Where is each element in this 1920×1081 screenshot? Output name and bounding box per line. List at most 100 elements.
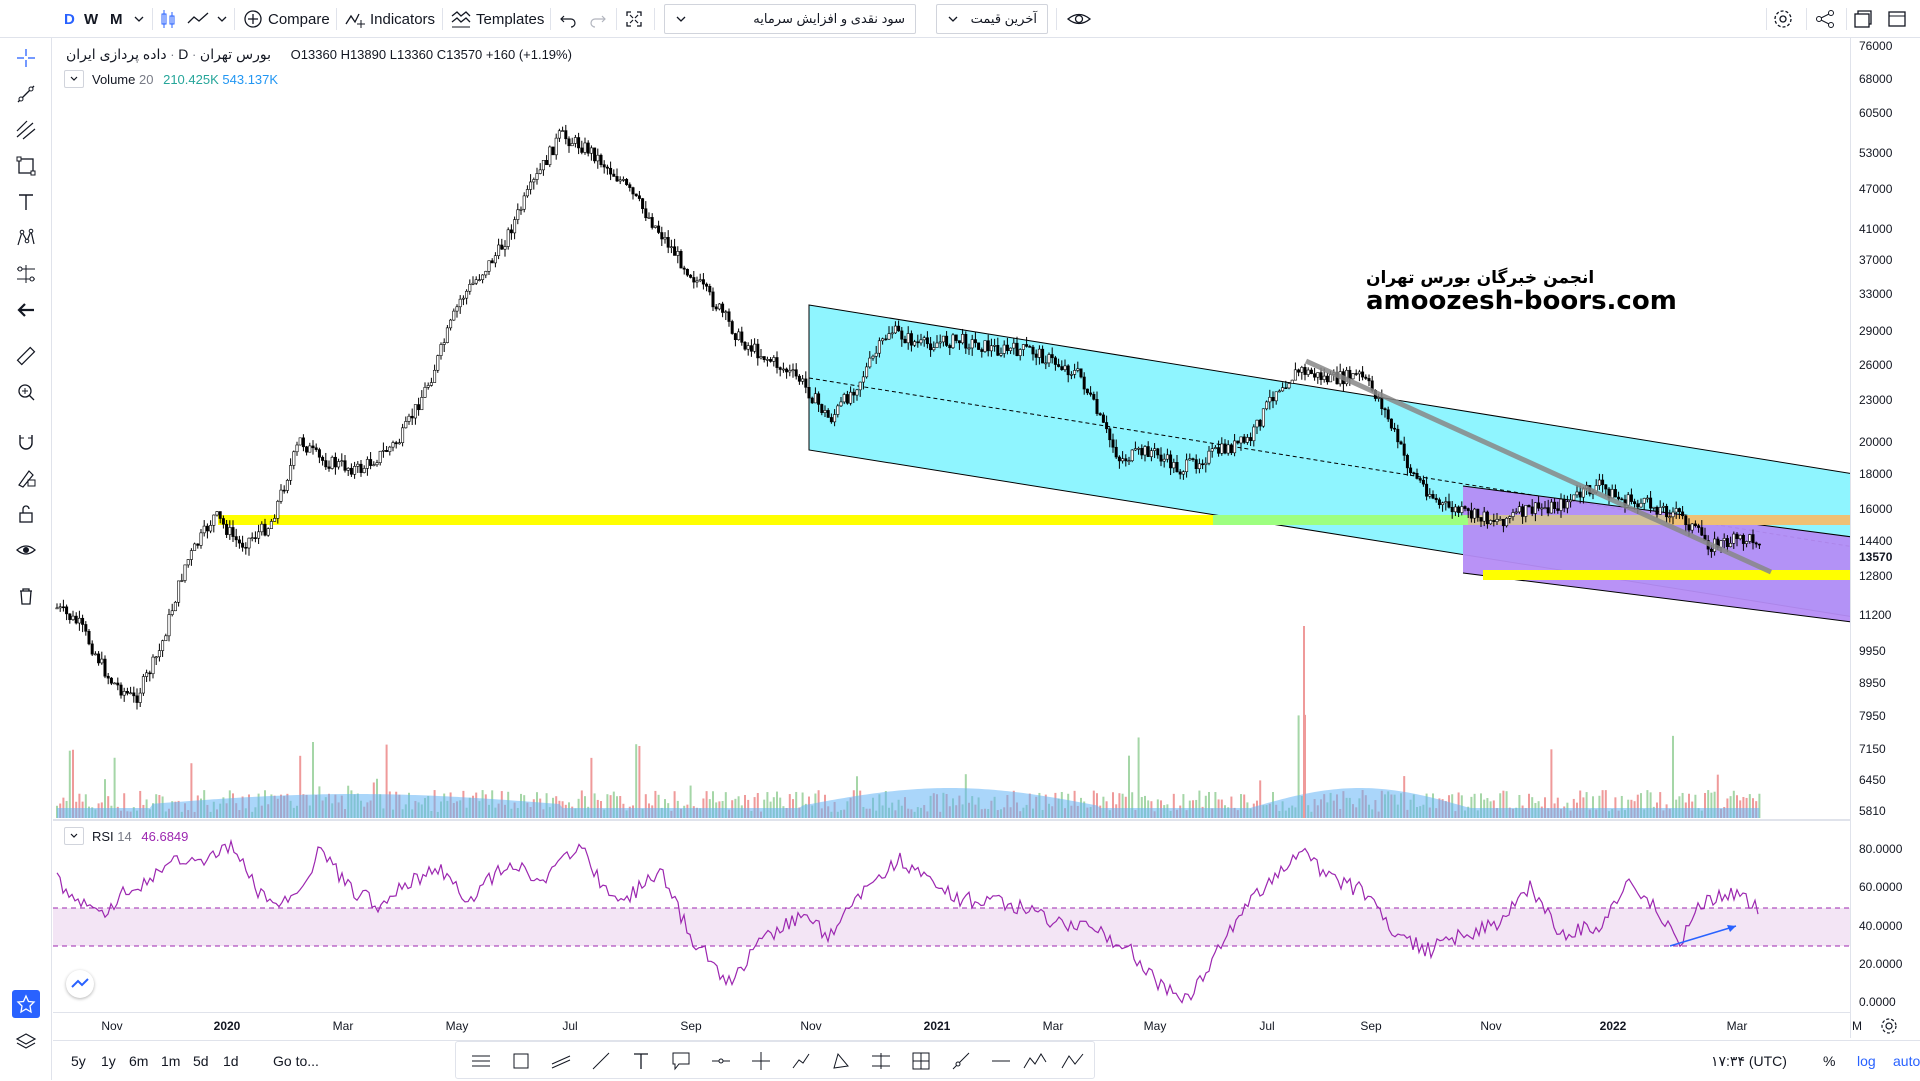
fullscreen-icon[interactable]	[1886, 0, 1908, 38]
range-6m[interactable]: 6m	[129, 1053, 149, 1069]
triangle-icon[interactable]	[828, 1048, 854, 1074]
chart-type-dropdown-icon[interactable]	[216, 0, 228, 38]
undo-icon[interactable]	[558, 0, 578, 38]
candle-body	[1303, 367, 1307, 375]
cursor-cross-icon[interactable]	[12, 44, 40, 72]
text-icon[interactable]	[12, 188, 40, 216]
candle-body	[1751, 534, 1755, 544]
candle-body	[708, 285, 712, 293]
snapshot-icon[interactable]	[1852, 0, 1874, 38]
callout-icon[interactable]	[668, 1048, 694, 1074]
horizontal-lines-icon[interactable]	[468, 1048, 494, 1074]
candle-body	[737, 331, 741, 341]
range-1y[interactable]: 1y	[101, 1053, 116, 1069]
volume-collapse-button[interactable]	[64, 70, 84, 88]
candle-body	[522, 195, 526, 210]
candle-body	[1255, 419, 1259, 428]
low-value: 13360	[396, 47, 434, 62]
indicators-button[interactable]: Indicators	[344, 0, 435, 38]
candle-body	[407, 415, 411, 422]
candle-body	[570, 143, 574, 147]
range-5d[interactable]: 5d	[193, 1053, 209, 1069]
rsi-collapse-button[interactable]	[64, 827, 84, 845]
abc-pattern-icon[interactable]	[1060, 1048, 1086, 1074]
trend-line-icon[interactable]	[12, 80, 40, 108]
templates-label: Templates	[476, 10, 545, 28]
range-1d[interactable]: 1d	[223, 1053, 239, 1069]
candle-body	[1357, 371, 1361, 375]
interval-d[interactable]: D	[64, 10, 75, 28]
price-chart[interactable]	[53, 38, 1850, 1038]
symbol-select[interactable]: سود نقدی و افزایش سرمایه	[664, 4, 916, 34]
horizontal-ray-icon[interactable]	[708, 1048, 734, 1074]
candle-body	[676, 251, 680, 256]
time-axis[interactable]: Nov 2020 Mar May Jul Sep Nov 2021 Mar May Jul Sep No…	[53, 1012, 1862, 1038]
fib-channel-icon[interactable]	[548, 1048, 574, 1074]
layers-icon[interactable]	[12, 1028, 40, 1056]
candle-body	[429, 382, 433, 386]
candle-body	[1469, 510, 1473, 519]
templates-button[interactable]: Templates	[450, 0, 544, 38]
lock-drawings-icon[interactable]	[12, 464, 40, 492]
settings-icon[interactable]	[1772, 0, 1794, 38]
rectangle-draw-icon[interactable]	[508, 1048, 534, 1074]
goto-button[interactable]: Go to...	[273, 1053, 319, 1069]
percent-toggle[interactable]: %	[1823, 1053, 1836, 1069]
horizontal-line-icon[interactable]	[988, 1048, 1014, 1074]
auto-toggle[interactable]: auto	[1893, 1053, 1920, 1069]
zoom-icon[interactable]	[12, 378, 40, 406]
back-arrow-icon[interactable]	[12, 296, 40, 324]
text-draw-icon[interactable]	[628, 1048, 654, 1074]
redo-icon[interactable]	[588, 0, 608, 38]
volume-bar	[1649, 792, 1652, 818]
candle-body	[1031, 346, 1035, 355]
price-type-select[interactable]: آخرین قیمت	[936, 4, 1048, 34]
unlock-icon[interactable]	[12, 500, 40, 528]
ruler-icon[interactable]	[12, 342, 40, 370]
candle-body	[1095, 399, 1099, 414]
star-icon[interactable]	[12, 990, 40, 1018]
candle-body	[1281, 387, 1285, 392]
candle-body	[903, 338, 907, 344]
candle-body	[845, 394, 849, 404]
trash-icon[interactable]	[12, 582, 40, 610]
interval-w[interactable]: W	[84, 10, 99, 28]
eye-icon[interactable]	[1066, 0, 1092, 38]
ray-icon[interactable]	[948, 1048, 974, 1074]
candle-body	[1412, 472, 1416, 475]
volume-bar	[644, 794, 647, 818]
interval-dropdown-icon[interactable]	[133, 0, 145, 38]
cross-line-icon[interactable]	[748, 1048, 774, 1074]
axis-settings-icon[interactable]	[1880, 1017, 1898, 1040]
price-axis[interactable]: 76000 68000 60500 53000 47000 41000 37000 33000…	[1850, 38, 1920, 1038]
clock[interactable]: ۱۷:۳۴ (UTC)	[1711, 1052, 1787, 1069]
candles-icon[interactable]	[158, 0, 178, 38]
candle-body	[647, 217, 651, 219]
rectangle-icon[interactable]	[12, 152, 40, 180]
share-icon[interactable]	[1814, 0, 1836, 38]
range-1m[interactable]: 1m	[161, 1053, 181, 1069]
interval-m[interactable]: M	[110, 10, 123, 28]
range-5y[interactable]: 5y	[71, 1053, 86, 1069]
candle-body	[189, 550, 193, 560]
candle-body	[557, 130, 561, 139]
support-line-green-segment	[1213, 515, 1668, 525]
path-icon[interactable]	[788, 1048, 814, 1074]
compare-button[interactable]: Compare	[242, 0, 330, 38]
fib-icon[interactable]	[12, 116, 40, 144]
log-toggle[interactable]: log	[1857, 1053, 1876, 1069]
elliott-wave-icon[interactable]	[1022, 1048, 1048, 1074]
eye-visibility-icon[interactable]	[12, 536, 40, 564]
tradingview-logo-icon[interactable]	[66, 970, 94, 998]
line-chart-icon[interactable]	[186, 0, 210, 38]
trend-line-draw-icon[interactable]	[588, 1048, 614, 1074]
volume-bar	[1646, 790, 1649, 818]
candle-body	[1524, 504, 1528, 517]
pattern-icon[interactable]	[12, 224, 40, 252]
prediction-icon[interactable]	[12, 260, 40, 288]
price-range-icon[interactable]	[868, 1048, 894, 1074]
fullscreen-chart-icon[interactable]	[624, 0, 644, 38]
magnet-icon[interactable]	[12, 428, 40, 456]
candle-body	[1463, 506, 1467, 509]
date-range-icon[interactable]	[908, 1048, 934, 1074]
